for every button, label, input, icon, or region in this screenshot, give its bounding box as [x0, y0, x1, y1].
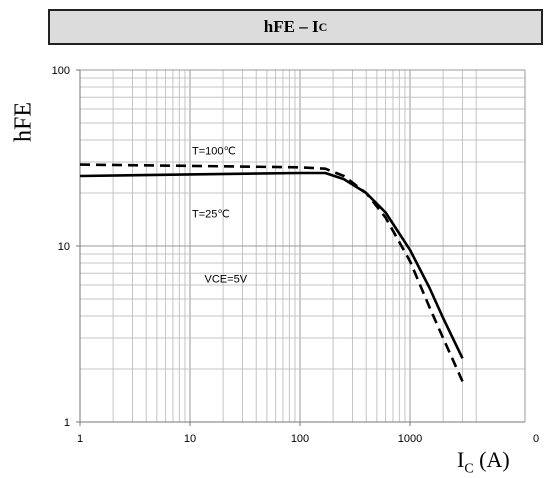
x-axis-label-unit: (A) [473, 447, 510, 472]
x-tick-label: 1000 [398, 433, 422, 445]
chart-annotation: T=100℃ [192, 146, 236, 158]
y-tick-label: 100 [52, 65, 70, 77]
series-line-dashed [79, 163, 464, 382]
x-axis-label: IC (A) [457, 447, 510, 477]
chart-annotation: VCE=5V [205, 274, 248, 286]
chart-title-main: hFE – I [263, 17, 319, 36]
chart-annotation: T=25℃ [192, 209, 230, 221]
x-tick-label: 1 [77, 433, 83, 445]
x-tick-label-clipped: 0 [533, 433, 539, 445]
y-tick-label: 10 [58, 241, 70, 253]
x-axis-label-subscript: C [464, 461, 474, 477]
y-tick-label: 1 [64, 417, 70, 429]
x-axis-label-main: I [457, 447, 465, 472]
x-tick-label: 10 [184, 433, 196, 445]
x-tick-label: 100 [291, 433, 309, 445]
chart-title-subscript: C [318, 19, 328, 34]
